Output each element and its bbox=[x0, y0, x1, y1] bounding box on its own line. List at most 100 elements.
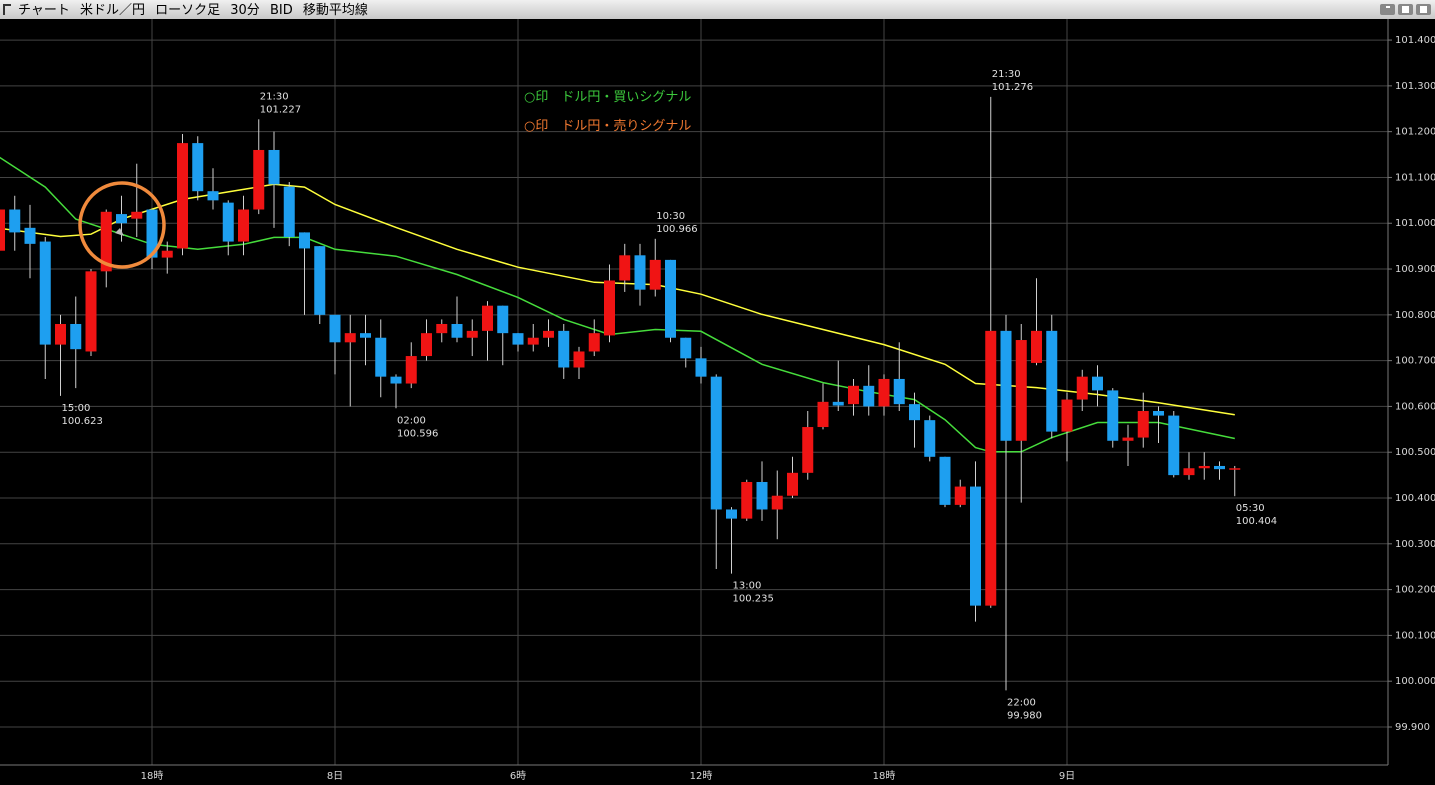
candle-body bbox=[1000, 330, 1012, 441]
candle-body bbox=[1137, 411, 1149, 438]
candle-body bbox=[9, 209, 21, 233]
y-tick-label: 99.900 bbox=[1395, 722, 1430, 733]
candle-body bbox=[558, 330, 570, 368]
annotation-value: 100.966 bbox=[656, 224, 697, 235]
legend-sell: ○印 ドル円・売りシグナル bbox=[524, 118, 691, 134]
candle-body bbox=[1061, 399, 1073, 432]
candle-body bbox=[771, 495, 783, 510]
candle-body bbox=[314, 246, 326, 315]
candle-body bbox=[421, 333, 432, 357]
annotation-time: 22:00 bbox=[1007, 697, 1036, 708]
candle-body bbox=[436, 323, 448, 334]
candle-body bbox=[253, 149, 265, 210]
candle-body bbox=[619, 255, 631, 281]
y-tick-label: 101.000 bbox=[1395, 218, 1435, 229]
y-tick-label: 101.100 bbox=[1395, 172, 1435, 183]
annotation-value: 100.235 bbox=[733, 594, 774, 605]
legend-buy: ○印 ドル円・買いシグナル bbox=[524, 90, 691, 105]
candle-body bbox=[665, 259, 676, 338]
candle-body bbox=[146, 209, 158, 258]
title-bar bbox=[0, 0, 1435, 19]
candle-body bbox=[405, 356, 417, 384]
candle-body bbox=[848, 385, 859, 405]
y-tick-label: 100.100 bbox=[1395, 630, 1435, 641]
candle-body bbox=[268, 149, 280, 185]
signal-circle bbox=[78, 181, 166, 269]
candle-body bbox=[116, 214, 127, 224]
candle-body bbox=[695, 358, 707, 377]
candle-body bbox=[24, 227, 36, 244]
candle-body bbox=[1015, 340, 1027, 441]
candle-body bbox=[1168, 415, 1180, 476]
candle-body bbox=[70, 323, 82, 350]
minimize-button[interactable] bbox=[1380, 4, 1395, 15]
candle-body bbox=[634, 255, 646, 290]
annotation-value: 100.404 bbox=[1236, 516, 1277, 527]
annotation-time: 02:00 bbox=[397, 415, 426, 426]
candle-body bbox=[832, 401, 844, 406]
annotation-value: 101.227 bbox=[260, 104, 301, 115]
candle-body bbox=[161, 250, 173, 258]
y-tick-label: 100.400 bbox=[1395, 493, 1435, 504]
candle-body bbox=[360, 333, 371, 338]
y-tick-label: 100.800 bbox=[1395, 310, 1435, 321]
candle-body bbox=[0, 209, 5, 251]
candle-body bbox=[329, 314, 341, 343]
candle-body bbox=[893, 378, 905, 405]
y-tick-label: 100.200 bbox=[1395, 585, 1435, 596]
candle-body bbox=[1031, 330, 1042, 363]
candle-body bbox=[451, 323, 463, 338]
signal-arrow bbox=[115, 228, 124, 236]
candle-body bbox=[192, 143, 204, 192]
close-glyph bbox=[1420, 6, 1427, 13]
candle-body bbox=[207, 191, 219, 201]
candle-body bbox=[802, 427, 814, 473]
candle-body bbox=[375, 337, 387, 377]
y-tick-label: 100.700 bbox=[1395, 356, 1435, 367]
candle-body bbox=[1076, 376, 1088, 400]
annotation-time: 13:00 bbox=[733, 581, 762, 592]
candle-body bbox=[543, 330, 554, 338]
y-tick-label: 100.000 bbox=[1395, 676, 1435, 687]
candle-body bbox=[924, 420, 936, 457]
candle-body bbox=[390, 376, 402, 384]
candle-body bbox=[482, 305, 493, 331]
annotations: 15:00 100.623 21:30 101.227 02:00 100.596 10:3… bbox=[62, 69, 1278, 722]
annotation-value: 99.980 bbox=[1007, 710, 1042, 721]
candle-body bbox=[817, 401, 829, 428]
candle-body bbox=[741, 481, 753, 519]
annotation-time: 15:00 bbox=[62, 403, 91, 414]
candle-body bbox=[55, 323, 66, 345]
annotation-time: 10:30 bbox=[656, 211, 685, 222]
candle-body bbox=[970, 486, 981, 606]
y-tick-label: 100.500 bbox=[1395, 447, 1435, 458]
x-tick-label: 18時 bbox=[873, 770, 896, 782]
candle-body bbox=[573, 351, 585, 368]
candle-body bbox=[1198, 465, 1210, 469]
candle-body bbox=[1046, 330, 1058, 432]
candle-body bbox=[1183, 468, 1195, 476]
candle-body bbox=[756, 481, 768, 510]
candle-body bbox=[1092, 376, 1103, 391]
annotation-time: 05:30 bbox=[1236, 503, 1265, 514]
candles bbox=[0, 96, 1241, 691]
candle-body bbox=[466, 330, 478, 338]
x-tick-label: 6時 bbox=[510, 770, 526, 782]
x-tick-label: 8日 bbox=[327, 771, 343, 782]
grid: 99.900 100.000 100.100 100.200 100.300 100.40… bbox=[0, 19, 1435, 782]
candle-body bbox=[177, 143, 188, 249]
y-tick-label: 101.300 bbox=[1395, 81, 1435, 92]
candle-body bbox=[1214, 465, 1225, 470]
candle-body bbox=[939, 456, 951, 505]
candle-body bbox=[1153, 411, 1164, 416]
candle-body bbox=[787, 472, 798, 496]
candle-body bbox=[238, 209, 249, 242]
candle-body bbox=[222, 202, 234, 242]
chart-title: チャート 米ドル／円 ローソク足 30分 BID 移動平均線 bbox=[18, 2, 368, 18]
candle-body bbox=[527, 337, 539, 345]
candle-body bbox=[863, 385, 875, 407]
candle-body bbox=[710, 376, 722, 510]
candle-body bbox=[131, 211, 143, 219]
candle-body bbox=[680, 337, 692, 359]
